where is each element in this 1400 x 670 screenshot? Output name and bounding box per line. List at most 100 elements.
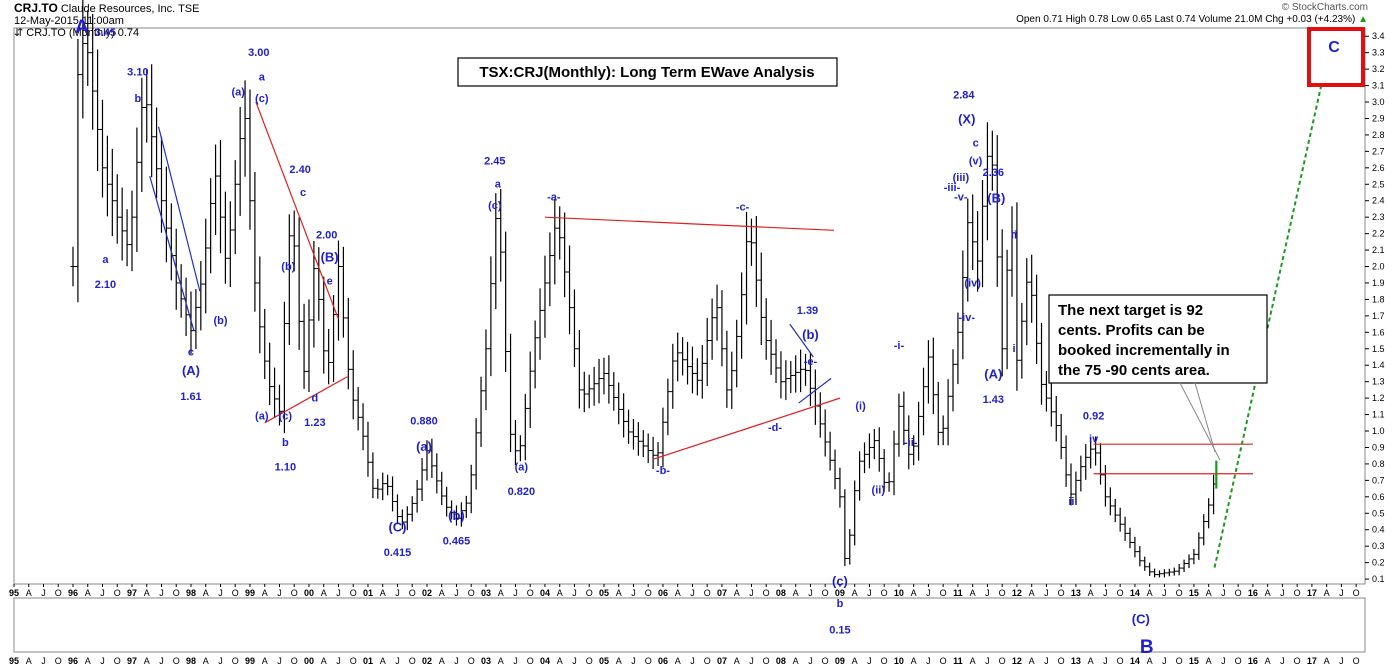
x-tick-label: O: [1058, 588, 1065, 598]
wave-label: i: [1012, 343, 1015, 355]
wave-label: (A): [182, 363, 200, 378]
x-tick-label: J: [218, 588, 223, 598]
x-tick-label: 17: [1307, 588, 1317, 598]
x-tick-label-lower: O: [468, 656, 475, 666]
trend-lines: [149, 56, 1330, 568]
x-tick-label: 04: [540, 588, 550, 598]
x-tick-label: A: [616, 588, 622, 598]
symbol: CRJ.TO: [14, 1, 58, 15]
y-tick-label: 0.8: [1372, 459, 1385, 469]
y-tick-label: 1.2: [1372, 393, 1385, 403]
x-tick-label: J: [808, 588, 813, 598]
x-tick-label: O: [350, 588, 357, 598]
wave-label: 3.45: [95, 27, 116, 39]
y-tick-label: 2.2: [1372, 229, 1385, 239]
x-tick-label-lower: J: [41, 656, 46, 666]
y-tick-label: 2.1: [1372, 245, 1385, 255]
price-icon: ⇵: [14, 27, 27, 39]
x-tick-label-lower: 04: [540, 656, 550, 666]
trend-line: [149, 175, 195, 331]
last-value: 0.74: [1176, 14, 1196, 25]
x-tick-label: A: [793, 588, 799, 598]
x-tick-label-lower: A: [1206, 656, 1212, 666]
x-tick-label-lower: 07: [717, 656, 727, 666]
x-tick-label-lower: O: [1235, 656, 1242, 666]
x-tick-label: 06: [658, 588, 668, 598]
x-tick-label: J: [277, 588, 282, 598]
x-tick-label-lower: 03: [481, 656, 491, 666]
wave-label: 1.39: [797, 305, 818, 317]
x-tick-label: J: [1162, 588, 1167, 598]
x-tick-label: J: [749, 588, 754, 598]
x-tick-label-lower: J: [277, 656, 282, 666]
x-tick-label-lower: A: [793, 656, 799, 666]
x-tick-label-lower: 14: [1130, 656, 1140, 666]
x-tick-label: O: [999, 588, 1006, 598]
wave-label: -d-: [768, 422, 782, 434]
x-tick-label-lower: A: [675, 656, 681, 666]
x-tick-label-lower: 98: [186, 656, 196, 666]
x-tick-label: A: [321, 588, 327, 598]
x-tick-label-lower: O: [409, 656, 416, 666]
wave-label: -i-: [894, 340, 905, 352]
x-tick-label: O: [645, 588, 652, 598]
y-tick-label: 1.0: [1372, 426, 1385, 436]
y-tick-label: 3.3: [1372, 48, 1385, 58]
wave-label: 0.820: [508, 486, 536, 498]
x-tick-label: J: [1103, 588, 1108, 598]
x-tick-label-lower: O: [704, 656, 711, 666]
x-tick-label: O: [586, 588, 593, 598]
x-tick-label-lower: 15: [1189, 656, 1199, 666]
trend-line: [653, 397, 841, 460]
wave-label: c: [188, 346, 194, 358]
y-tick-label: 0.5: [1372, 508, 1385, 518]
x-tick-label: O: [468, 588, 475, 598]
x-axis: 9595AAJJOO9696AAJJOO9797AAJJOO9898AAJJOO…: [9, 584, 1360, 666]
wave-label: 2.36: [983, 167, 1004, 179]
x-tick-label-lower: J: [454, 656, 459, 666]
target-projection-line: [1213, 60, 1328, 568]
wave-label: (b): [448, 508, 465, 523]
x-tick-label-lower: O: [586, 656, 593, 666]
wave-label: (A): [984, 366, 1002, 381]
x-tick-label: O: [1176, 588, 1183, 598]
x-tick-label-lower: O: [1117, 656, 1124, 666]
x-tick-label-lower: A: [262, 656, 268, 666]
high-label: High: [1065, 14, 1087, 25]
x-tick-label-lower: J: [395, 656, 400, 666]
y-tick-label: 2.5: [1372, 179, 1385, 189]
x-tick-label-lower: A: [1324, 656, 1330, 666]
volume-label: Volume: [1198, 14, 1232, 25]
x-tick-label: J: [1044, 588, 1049, 598]
x-tick-label-lower: O: [645, 656, 652, 666]
trend-line: [544, 216, 835, 231]
wave-label: B: [1140, 637, 1154, 658]
lower-panel-frame: [13, 597, 1366, 653]
x-tick-label: A: [1088, 588, 1094, 598]
y-tick-label: 3.2: [1372, 64, 1385, 74]
x-tick-label: O: [114, 588, 121, 598]
y-tick-label: 1.7: [1372, 311, 1385, 321]
x-tick-label-lower: A: [1147, 656, 1153, 666]
callout-line-1: The next target is 92: [1058, 302, 1203, 319]
x-tick-label-lower: O: [114, 656, 121, 666]
wave-label: (v): [969, 156, 983, 168]
wave-label: -v-: [954, 192, 968, 204]
wave-labels: A 3.45 3.10 b a 2.10 c (A) 1.61 (b) (a) 3.00 a (c) 2.4…: [75, 17, 1154, 658]
x-tick-label: O: [1294, 588, 1301, 598]
x-tick-label-lower: A: [970, 656, 976, 666]
y-tick-label: 0.4: [1372, 525, 1385, 535]
x-tick-label-lower: J: [159, 656, 164, 666]
y-tick-label: 2.3: [1372, 212, 1385, 222]
wave-label: (c): [279, 411, 293, 423]
x-tick-label: J: [985, 588, 990, 598]
y-tick-label: 0.1: [1372, 574, 1385, 584]
x-tick-label-lower: 00: [304, 656, 314, 666]
open-value: 0.71: [1043, 14, 1063, 25]
x-tick-label-lower: O: [55, 656, 62, 666]
wave-label: (a): [231, 86, 245, 98]
x-tick-label: 08: [776, 588, 786, 598]
last-label: Last: [1154, 14, 1174, 25]
y-tick-label: 1.9: [1372, 278, 1385, 288]
wave-label: (B): [987, 190, 1005, 205]
